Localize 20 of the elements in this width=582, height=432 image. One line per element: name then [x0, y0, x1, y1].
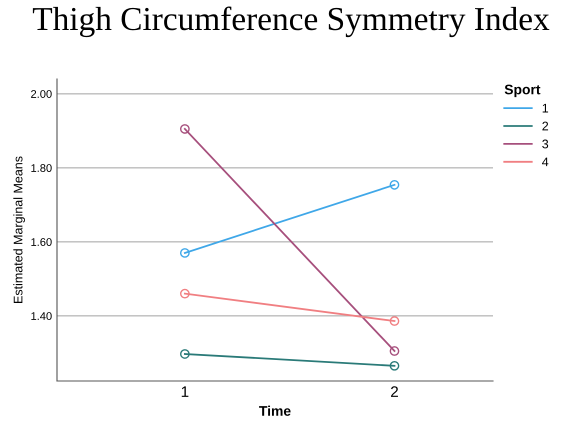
legend-label: 3	[542, 140, 548, 148]
y-tick-label: 2.00	[31, 90, 52, 98]
point	[390, 316, 400, 326]
y-axis-title: Estimated Marginal Means	[13, 156, 25, 303]
point	[180, 349, 190, 359]
x-axis-title: Time	[259, 406, 291, 416]
chart-title: Thigh Circumference Symmetry Index	[32, 6, 550, 38]
point	[390, 360, 400, 371]
y-tick-label: 1.80	[31, 164, 52, 172]
point	[180, 288, 190, 299]
point	[180, 124, 190, 134]
legend-label: 4	[542, 158, 548, 166]
point	[390, 346, 400, 356]
y-tick-label: 1.40	[31, 312, 52, 320]
y-tick-label: 1.60	[31, 238, 52, 246]
legend-label: 1	[542, 104, 548, 112]
legend-label: 2	[542, 122, 548, 130]
point	[180, 248, 190, 258]
legend-title: Sport	[504, 84, 540, 98]
point	[390, 180, 400, 190]
